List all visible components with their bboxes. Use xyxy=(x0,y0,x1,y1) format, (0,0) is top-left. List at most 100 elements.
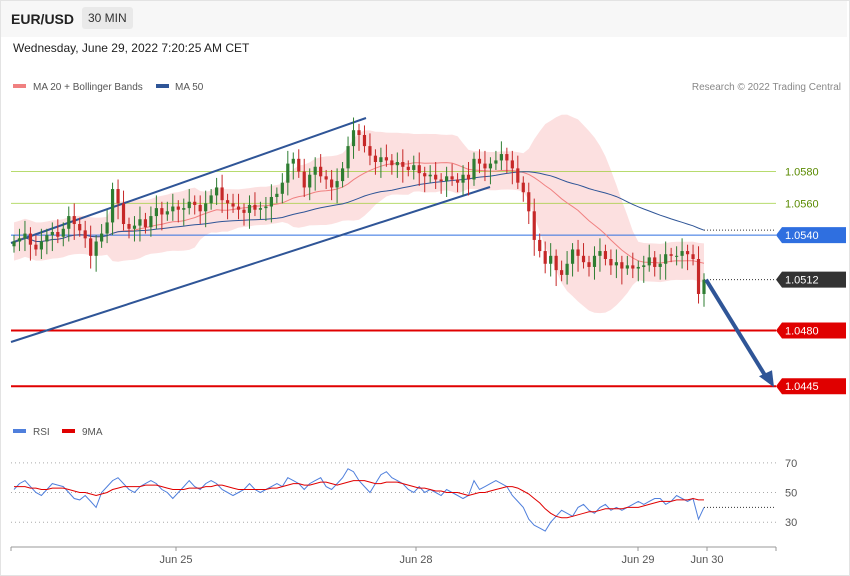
candle-body xyxy=(28,233,33,245)
candle-body xyxy=(368,146,372,156)
candle-body xyxy=(34,244,38,250)
candle-body xyxy=(543,251,547,264)
candle-body xyxy=(455,179,460,183)
candle-body xyxy=(384,157,388,161)
candle-body xyxy=(675,255,679,257)
candle-body xyxy=(280,182,284,194)
candle-body xyxy=(247,204,252,213)
candle-body xyxy=(286,163,290,183)
timeframe-button[interactable]: 30 MIN xyxy=(82,7,133,29)
candle-body xyxy=(680,251,684,256)
candle-body xyxy=(176,206,180,210)
candle-body xyxy=(505,154,509,161)
candle-body xyxy=(324,176,328,180)
bollinger-band xyxy=(14,114,704,314)
rsi-legend-swatch xyxy=(13,429,26,433)
candle-body xyxy=(521,182,525,193)
candle-body xyxy=(83,230,87,239)
candle-body xyxy=(434,174,438,180)
candle-body xyxy=(12,241,16,247)
candle-body xyxy=(105,222,109,234)
candle-body xyxy=(423,173,427,177)
candle-body xyxy=(554,255,558,271)
candle-body xyxy=(193,201,197,205)
candle-body xyxy=(532,211,536,240)
candle-body xyxy=(428,174,432,177)
candle-body xyxy=(439,179,443,182)
candle-body xyxy=(236,206,241,210)
candle-body xyxy=(242,209,246,213)
candle-body xyxy=(67,216,71,229)
candle-body xyxy=(253,204,257,210)
level-label: 1.0560 xyxy=(785,198,819,210)
candle-body xyxy=(702,279,706,294)
candle-body xyxy=(160,208,164,215)
candle-body xyxy=(477,158,482,164)
candle-body xyxy=(264,206,268,209)
candle-body xyxy=(231,203,235,207)
candle-body xyxy=(116,189,120,204)
candle-body xyxy=(581,255,586,263)
forecast-arrowhead xyxy=(759,370,774,388)
candle-body xyxy=(587,262,591,267)
candle-body xyxy=(110,189,115,223)
candle-body xyxy=(494,160,498,164)
candle-body xyxy=(291,158,295,164)
x-tick-label: Jun 30 xyxy=(690,554,723,566)
candle-body xyxy=(696,259,701,294)
candle-body xyxy=(50,231,54,236)
candle-body xyxy=(669,254,673,256)
candle-body xyxy=(445,176,449,182)
candle-body xyxy=(346,146,350,169)
level-label: 1.0480 xyxy=(785,326,819,338)
candle-body xyxy=(165,211,169,215)
candle-body xyxy=(631,265,635,269)
candle-body xyxy=(56,231,60,237)
candle-body xyxy=(171,206,175,212)
title-bar xyxy=(1,1,847,37)
candle-body xyxy=(121,203,126,225)
candle-body xyxy=(390,160,394,166)
ma50-legend-swatch xyxy=(156,84,169,88)
candle-body xyxy=(340,168,345,182)
rsi-tick-label: 50 xyxy=(785,488,797,500)
candle-body xyxy=(685,251,690,255)
ma50-legend-label: MA 50 xyxy=(175,82,204,93)
candle-body xyxy=(510,160,514,169)
candle-body xyxy=(308,174,312,188)
candle-body xyxy=(132,225,137,229)
candle-body xyxy=(198,204,202,212)
candle-body xyxy=(461,174,465,183)
candle-body xyxy=(395,162,399,166)
candle-body xyxy=(527,192,531,212)
candle-body xyxy=(560,270,564,275)
candle-body xyxy=(598,251,602,256)
rsi-legend-label: RSI xyxy=(33,427,50,438)
candle-body xyxy=(258,208,263,210)
candle-body xyxy=(72,216,76,225)
candle-body xyxy=(357,130,361,135)
candle-body xyxy=(379,157,383,163)
candle-body xyxy=(17,238,22,242)
level-label: 1.0445 xyxy=(785,381,819,393)
candle-body xyxy=(313,166,317,175)
candle-body xyxy=(215,187,219,196)
level-label: 1.0580 xyxy=(785,167,819,179)
rsi-ma-legend-label: 9MA xyxy=(82,427,103,438)
ma20-legend-label: MA 20 + Bollinger Bands xyxy=(33,82,143,93)
candle-body xyxy=(412,165,416,170)
candle-body xyxy=(549,255,553,264)
credit-label: Research © 2022 Trading Central xyxy=(692,82,841,93)
candle-body xyxy=(636,266,640,269)
candle-body xyxy=(149,216,153,228)
candle-body xyxy=(209,195,213,204)
candle-body xyxy=(373,155,378,163)
rsi-tick-label: 30 xyxy=(785,517,797,529)
candle-body xyxy=(565,263,569,275)
candle-body xyxy=(691,254,695,259)
candle-body xyxy=(647,257,651,266)
candle-body xyxy=(187,201,191,209)
candle-body xyxy=(154,208,158,217)
level-label: 1.0540 xyxy=(785,230,819,242)
candle-body xyxy=(220,187,224,201)
